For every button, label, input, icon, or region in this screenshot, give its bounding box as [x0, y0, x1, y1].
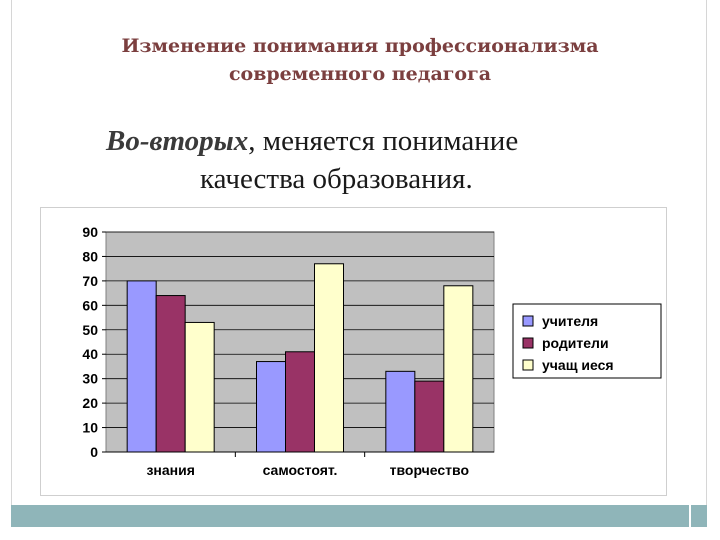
- bar-2-0: [184, 321, 215, 453]
- footer-accent: [689, 505, 705, 527]
- bar-2-2: [443, 285, 474, 453]
- legend-swatch-1: [522, 337, 534, 349]
- subtitle-rest: , меняется понимание: [248, 125, 519, 157]
- bar-0-1: [256, 361, 286, 453]
- slide-title-line1: Изменение понимания профессионализма: [121, 35, 599, 57]
- legend-swatch-0: [522, 315, 534, 327]
- subtitle-line2: качества образования.: [200, 163, 473, 195]
- legend-label-2: учащ иеся: [542, 357, 614, 373]
- footer-bar: [11, 505, 707, 527]
- slide-title-line2: современного педагога: [228, 63, 492, 85]
- y-tick-label: 20: [82, 395, 98, 411]
- y-tick-label: 10: [82, 420, 98, 436]
- slide-subtitle: Во-вторых, меняется понимание качества о…: [60, 122, 660, 198]
- legend-box: [512, 303, 662, 379]
- chart-container: 0 10 20 30 40 50 60 70 80 90 знания самостоят. творч…: [40, 207, 667, 496]
- y-tick-label: 90: [82, 224, 98, 240]
- bar-1-1: [285, 351, 315, 453]
- y-tick-label: 0: [90, 444, 98, 460]
- bar-chart: 0 10 20 30 40 50 60 70 80 90 знания самостоят. творч…: [82, 224, 662, 478]
- y-tick-label: 40: [82, 346, 98, 362]
- y-tick-label: 80: [82, 248, 98, 264]
- bar-0-0: [126, 280, 157, 453]
- x-tick-label: творчество: [390, 462, 469, 478]
- subtitle-line1: Во-вторых, меняется понимание: [60, 122, 660, 160]
- frame-line-right: [706, 0, 707, 505]
- legend-swatch-2: [522, 359, 534, 371]
- slide-title: Изменение понимания профессионализма сов…: [40, 32, 680, 88]
- bar-1-0: [155, 295, 186, 453]
- y-tick-label: 60: [82, 297, 98, 313]
- y-tick-label: 50: [82, 322, 98, 338]
- y-tick-label: 30: [82, 371, 98, 387]
- bar-0-2: [385, 370, 416, 453]
- subtitle-emphasis: Во-вторых: [106, 125, 249, 157]
- frame-line-left: [11, 0, 12, 505]
- bar-1-2: [414, 380, 445, 453]
- x-tick-label: знания: [146, 462, 194, 478]
- legend-label-1: родители: [542, 335, 609, 351]
- bar-2-1: [314, 263, 344, 453]
- y-tick-label: 70: [82, 273, 98, 289]
- legend-label-0: учителя: [542, 313, 598, 329]
- x-tick-label: самостоят.: [263, 462, 338, 478]
